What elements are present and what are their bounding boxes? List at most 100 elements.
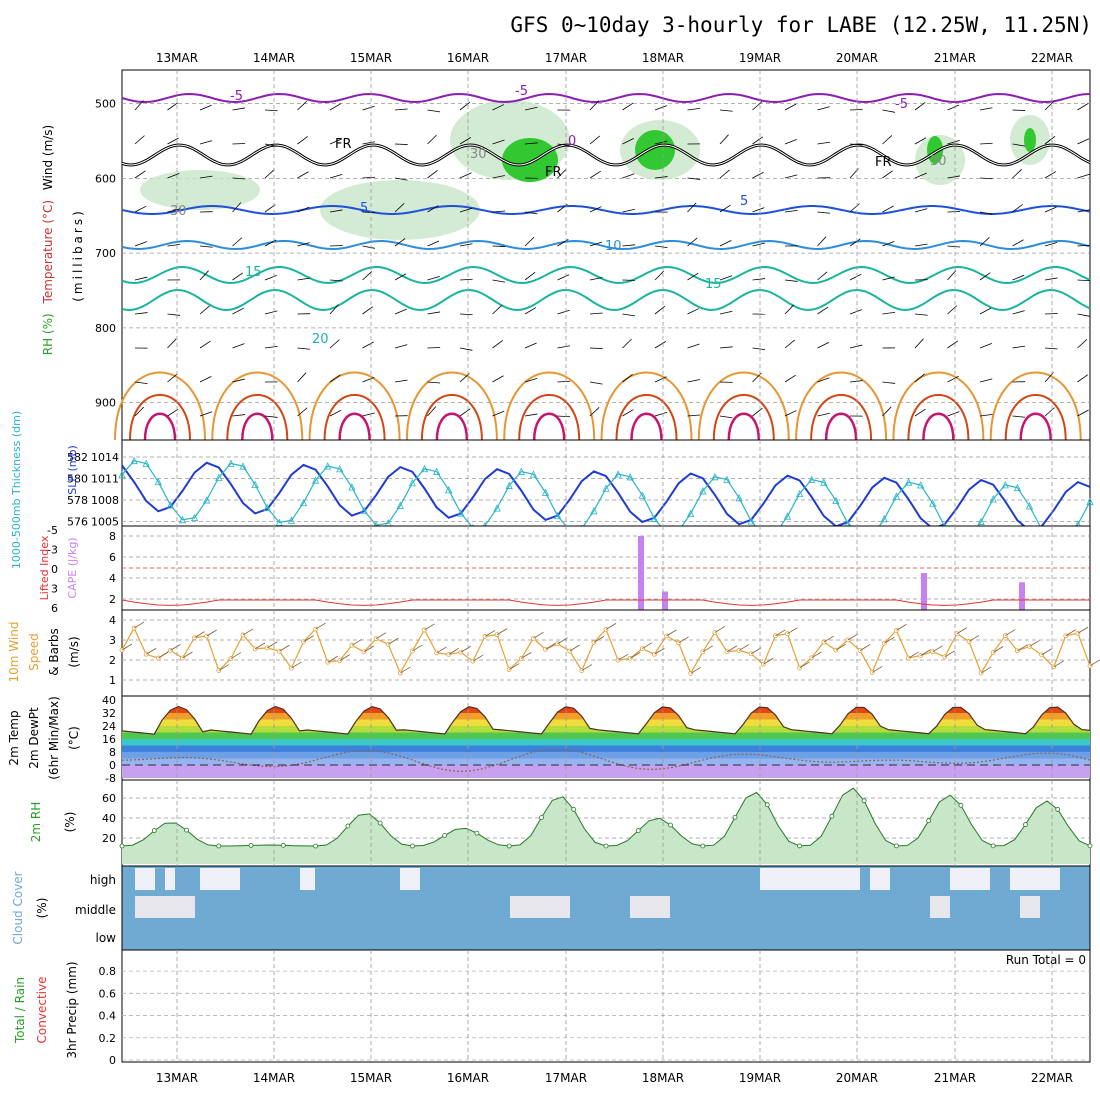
wind-barb (524, 342, 537, 349)
wind-barb (329, 138, 342, 145)
date-label-top: 18MAR (642, 51, 684, 65)
rh-fill (122, 788, 1090, 864)
upper-ylabel: RH (%) Temperature (°C) Wind (m/s) (mill… (41, 125, 85, 356)
wind-barb (1012, 381, 1026, 383)
wind-barb (979, 343, 992, 349)
wind-barb (362, 377, 375, 383)
cape-bar (662, 591, 668, 610)
temp-band (122, 732, 1090, 739)
contour-15b (121, 288, 1091, 312)
contour-label: FR (875, 155, 892, 170)
thickness-marker (239, 462, 247, 470)
wind-barb (979, 307, 992, 315)
wind-barb (849, 238, 861, 247)
wind-barb (1012, 345, 1026, 349)
wind10-barb (1077, 626, 1089, 634)
chart-title: GFS 0~10day 3-hourly for LABE (12.25W, 1… (510, 13, 1092, 37)
wind-barb (784, 339, 796, 349)
wind10-barb (738, 644, 750, 651)
wind10-barb (871, 666, 883, 673)
wind-barb (752, 171, 764, 179)
rh-marker (603, 843, 609, 849)
wind10-barb (242, 628, 254, 636)
wind-barb (329, 245, 343, 247)
wind-barb (719, 275, 733, 281)
wind10-barb (194, 631, 205, 638)
contour-label: 10 (605, 239, 622, 254)
contour-10 (121, 239, 1091, 251)
wind-barb (199, 305, 210, 315)
temp-band (122, 745, 1090, 752)
wind-barb (849, 309, 862, 315)
wind-barb (849, 344, 863, 349)
wind-barb (1077, 313, 1091, 317)
wind-barb (297, 347, 311, 350)
rh-marker (571, 807, 577, 812)
wind-barb (524, 271, 536, 281)
wind-barb (622, 244, 636, 247)
wind10-barb (521, 652, 532, 659)
wind-barb (134, 241, 147, 247)
thickness-marker (1001, 480, 1009, 489)
contour-label: 0 (568, 134, 576, 149)
wind-barb (199, 376, 212, 383)
contour-35 (922, 412, 955, 441)
thickness-tick: 576 (67, 516, 88, 529)
wind-barb (394, 308, 407, 315)
wind-barb (297, 136, 308, 145)
rh-ylabel: 2m RH (%) (29, 802, 77, 843)
precip-tick: 0.2 (99, 1032, 117, 1045)
wind10-barb (218, 664, 230, 671)
slp-ylabel: 1000-500mb Thickness (dm) SLP (mb) (10, 411, 79, 569)
temp-ylabel: 2m Temp 2m DewPt (6hr Min/Max) (°C) (7, 696, 81, 780)
rh-marker (280, 842, 286, 848)
wind-barb (914, 313, 928, 316)
wind10-barb (642, 642, 653, 649)
wind-barb (362, 141, 376, 145)
wind-barb (719, 109, 733, 112)
wind-barb (199, 104, 212, 111)
wind-barb (979, 237, 990, 247)
wind-tick: 3 (109, 634, 116, 647)
wind-barb (297, 171, 309, 179)
wind10-barb (1005, 629, 1016, 636)
contour-label: -5 (230, 89, 243, 104)
wind10-barb (968, 635, 980, 642)
wind-barb (459, 101, 471, 111)
wind-barb (427, 406, 437, 417)
wind-barb (1077, 374, 1089, 383)
contour-35 (241, 412, 274, 441)
wind-barb (297, 372, 307, 383)
wind-barb (589, 381, 603, 385)
wind10-barb (992, 646, 1004, 653)
thickness-marker (735, 494, 743, 502)
wind-barb (427, 311, 441, 315)
wind-barb (232, 177, 246, 180)
wind-barb (882, 170, 894, 179)
temp-band (122, 765, 1090, 778)
wind-barb (654, 305, 666, 315)
wind-barb (687, 379, 700, 383)
cloud-clear-mid (510, 896, 570, 918)
wind-barb (1077, 244, 1091, 247)
wind-barb (199, 211, 213, 213)
rh-marker (409, 843, 415, 849)
wind-barb (1012, 109, 1026, 111)
temp-band (122, 758, 1090, 765)
wind-barb (947, 211, 961, 213)
wind10-barb (823, 635, 835, 643)
wind-barb (589, 206, 602, 213)
wind-barb (687, 343, 700, 349)
wind-barb (979, 378, 993, 383)
wind-barb (784, 103, 797, 111)
wind-barb (687, 272, 699, 281)
wind-barb (817, 141, 831, 145)
wind-barb (459, 137, 472, 145)
wind-barb (817, 377, 830, 383)
wind10-barb (1053, 660, 1064, 668)
wind-barb (427, 347, 441, 349)
cape-lifted-index-panel: -5 -3 0 3 6 8 6 4 2 (47, 524, 1091, 615)
wind-barb (167, 373, 178, 383)
wind10-barb (121, 643, 133, 651)
thickness-marker (977, 517, 985, 525)
